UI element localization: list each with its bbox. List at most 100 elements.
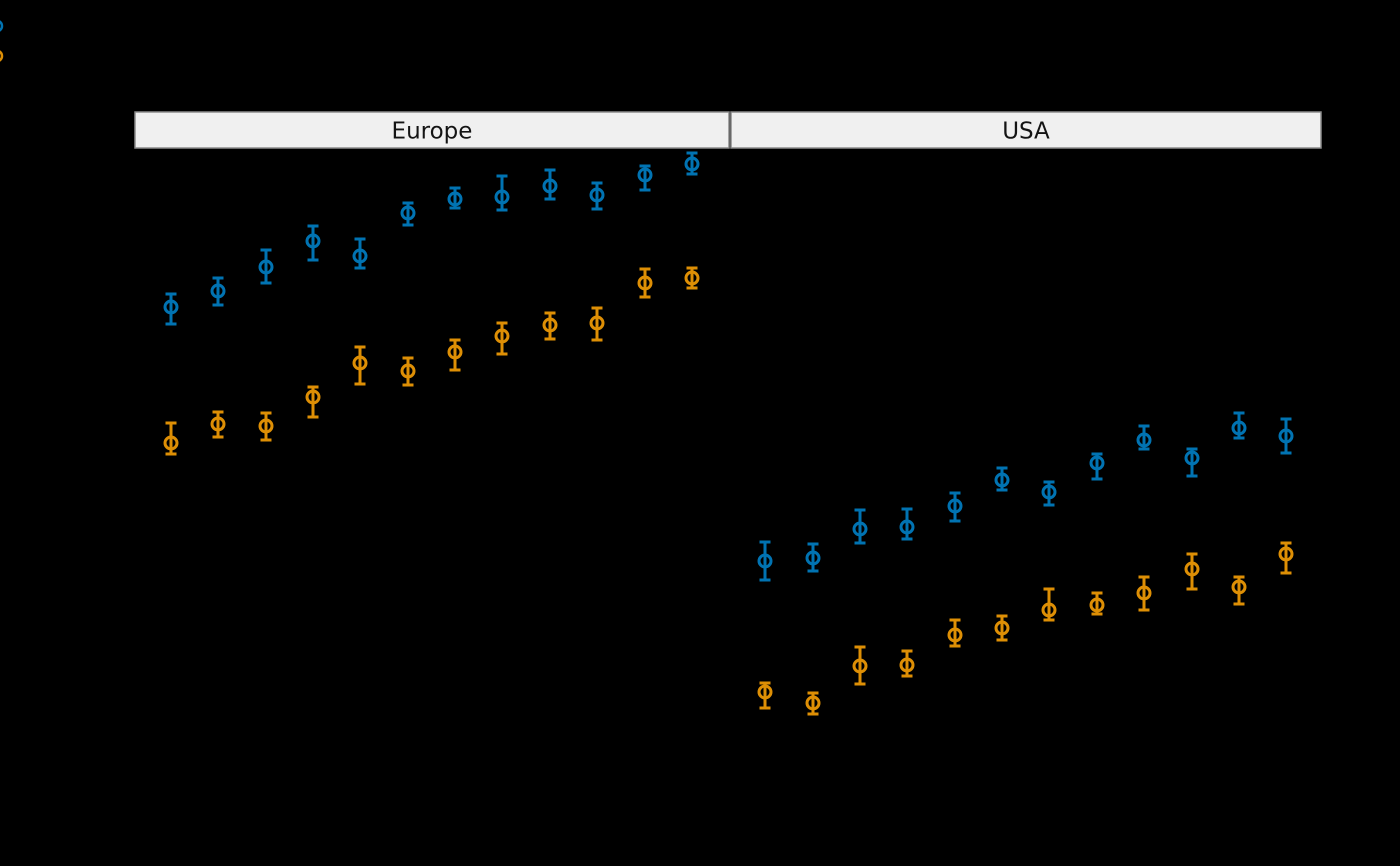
data-point-orange [757, 681, 773, 710]
point-marker [684, 270, 700, 286]
data-point-orange [305, 385, 321, 419]
data-point-blue [947, 491, 963, 523]
data-point-orange [1278, 541, 1294, 575]
point-marker [163, 435, 179, 451]
data-point-blue [494, 174, 510, 212]
point-marker [210, 416, 226, 432]
point-marker [1231, 579, 1247, 595]
point-marker [1089, 455, 1105, 471]
point-marker [1041, 602, 1057, 618]
data-point-blue [1136, 424, 1152, 451]
data-point-blue [352, 237, 368, 270]
point-marker [684, 156, 700, 172]
point-marker [994, 620, 1010, 636]
points-layer [163, 151, 1294, 716]
data-point-orange [994, 614, 1010, 642]
data-point-orange [684, 266, 700, 290]
data-point-blue [589, 181, 605, 211]
point-marker [1136, 432, 1152, 448]
data-point-blue [757, 540, 773, 582]
point-marker [400, 205, 416, 221]
data-point-blue [258, 248, 274, 285]
data-point-orange [899, 649, 915, 678]
data-point-orange [852, 645, 868, 686]
facet-strip-europe-box [134, 111, 730, 149]
facet-title-usa: USA [1002, 119, 1050, 145]
point-marker [305, 233, 321, 249]
point-marker [899, 657, 915, 673]
data-point-blue [684, 151, 700, 176]
point-marker [852, 658, 868, 674]
point-marker [447, 344, 463, 360]
point-marker [1278, 546, 1294, 562]
point-marker [637, 167, 653, 183]
point-marker [589, 315, 605, 331]
point-marker [1136, 585, 1152, 601]
data-point-blue [1231, 411, 1247, 440]
point-marker [210, 283, 226, 299]
data-point-blue [542, 168, 558, 201]
point-marker [805, 550, 821, 566]
data-point-orange [210, 410, 226, 439]
facet-strip-europe: Europe [134, 111, 730, 149]
point-marker [258, 418, 274, 434]
point-marker [163, 299, 179, 315]
point-marker [947, 498, 963, 514]
point-marker [258, 259, 274, 275]
point-marker [1184, 450, 1200, 466]
data-point-blue [805, 542, 821, 573]
data-point-blue [447, 186, 463, 210]
point-marker [1184, 561, 1200, 577]
data-point-blue [1041, 480, 1057, 507]
point-marker [637, 275, 653, 291]
point-marker [757, 553, 773, 569]
data-point-blue [994, 466, 1010, 492]
data-point-orange [805, 691, 821, 716]
data-point-orange [258, 411, 274, 442]
data-point-blue [163, 292, 179, 326]
facet-strip-usa-box [730, 111, 1322, 149]
point-marker [1041, 484, 1057, 500]
point-marker [447, 191, 463, 207]
point-marker [400, 363, 416, 379]
data-point-orange [1089, 591, 1105, 616]
data-point-orange [163, 421, 179, 456]
data-point-orange [637, 267, 653, 299]
data-point-blue [1278, 417, 1294, 455]
point-marker [994, 472, 1010, 488]
point-marker [947, 627, 963, 643]
point-marker [805, 695, 821, 711]
point-marker [542, 317, 558, 333]
data-point-orange [542, 311, 558, 341]
data-point-orange [1041, 587, 1057, 622]
facet-title-europe: Europe [392, 119, 473, 145]
data-point-blue [210, 276, 226, 307]
point-marker [542, 178, 558, 194]
point-marker [589, 187, 605, 203]
facet-strip-usa: USA [730, 111, 1322, 149]
point-marker [1089, 597, 1105, 613]
data-point-orange [1231, 575, 1247, 606]
point-marker [899, 519, 915, 535]
point-marker [1231, 420, 1247, 436]
data-point-blue [637, 164, 653, 192]
data-point-blue [305, 224, 321, 262]
point-marker [1278, 428, 1294, 444]
data-point-orange [494, 321, 510, 356]
data-point-orange [947, 618, 963, 648]
data-point-orange [1184, 552, 1200, 591]
point-marker [757, 684, 773, 700]
point-marker [494, 328, 510, 344]
data-point-orange [352, 345, 368, 386]
legend [0, 20, 4, 62]
data-point-orange [447, 338, 463, 372]
point-marker [305, 389, 321, 405]
legend-marker-blue [0, 20, 4, 32]
legend-marker-orange [0, 50, 4, 62]
data-point-blue [1184, 447, 1200, 478]
data-point-orange [400, 356, 416, 387]
data-point-blue [1089, 452, 1105, 481]
data-point-orange [1136, 575, 1152, 612]
